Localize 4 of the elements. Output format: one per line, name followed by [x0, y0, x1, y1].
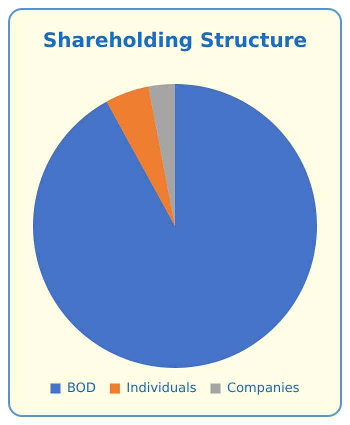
chart-title: Shareholding Structure	[42, 28, 308, 52]
legend-label: BOD	[66, 380, 96, 396]
legend-label: Companies	[226, 380, 300, 396]
legend-label: Individuals	[126, 380, 197, 396]
